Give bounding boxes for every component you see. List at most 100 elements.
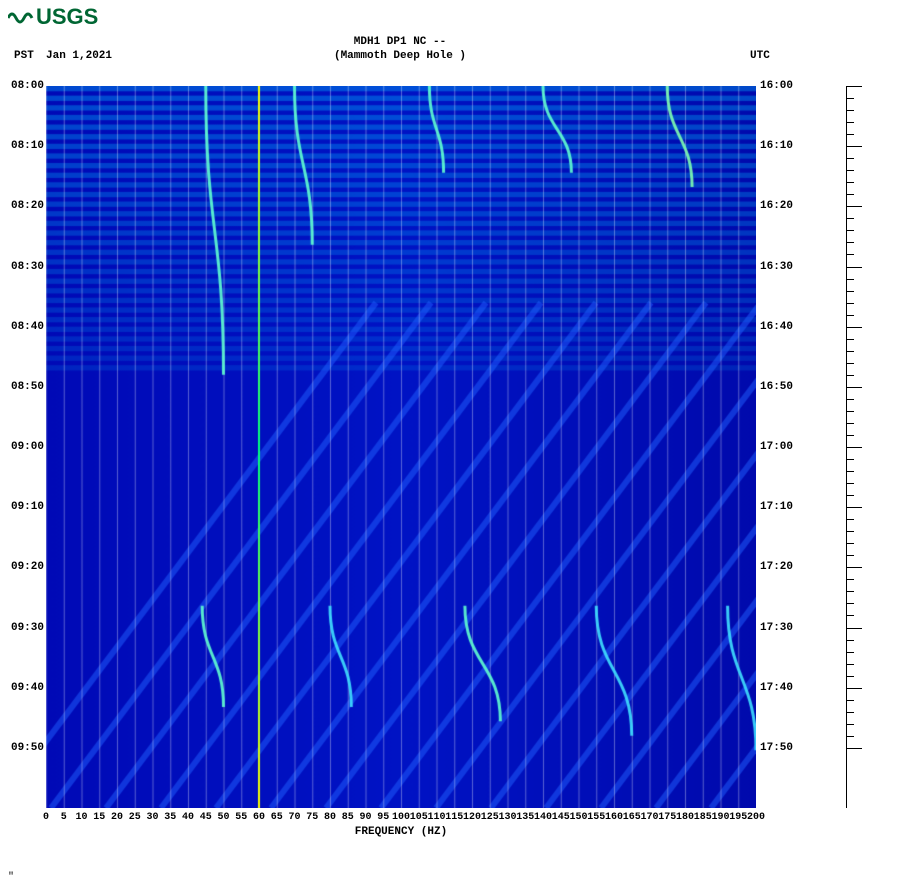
ruler-minor-tick (846, 579, 854, 580)
y-left-tick: 08:40 (11, 321, 44, 333)
ruler-minor-tick (846, 110, 854, 111)
ruler-major-tick (846, 447, 862, 448)
ruler-minor-tick (846, 640, 854, 641)
x-tick: 40 (182, 812, 194, 823)
ruler-minor-tick (846, 700, 854, 701)
x-tick: 170 (640, 812, 658, 823)
ruler-minor-tick (846, 315, 854, 316)
ruler-minor-tick (846, 254, 854, 255)
x-tick: 130 (498, 812, 516, 823)
ruler-minor-tick (846, 652, 854, 653)
y-right-tick: 16:50 (760, 381, 793, 393)
ruler-minor-tick (846, 399, 854, 400)
y-right-tick: 17:20 (760, 561, 793, 573)
x-tick: 85 (342, 812, 354, 823)
y-right-tick: 16:40 (760, 321, 793, 333)
ruler-major-tick (846, 146, 862, 147)
ruler-minor-tick (846, 615, 854, 616)
x-tick: 30 (146, 812, 158, 823)
ruler-minor-tick (846, 591, 854, 592)
ruler-minor-tick (846, 339, 854, 340)
ruler-minor-tick (846, 603, 854, 604)
ruler-minor-tick (846, 543, 854, 544)
x-tick: 120 (463, 812, 481, 823)
ruler-minor-tick (846, 423, 854, 424)
x-tick: 165 (623, 812, 641, 823)
logo-text: USGS (36, 4, 98, 30)
ruler-minor-tick (846, 351, 854, 352)
ruler-minor-tick (846, 122, 854, 123)
x-tick: 150 (569, 812, 587, 823)
x-tick: 65 (271, 812, 283, 823)
x-tick: 0 (43, 812, 49, 823)
y-right-tick: 17:30 (760, 622, 793, 634)
ruler-minor-tick (846, 724, 854, 725)
y-left-tick: 09:00 (11, 441, 44, 453)
ruler-minor-tick (846, 242, 854, 243)
usgs-logo: USGS (8, 4, 98, 30)
x-tick: 90 (359, 812, 371, 823)
title-line-1: MDH1 DP1 NC -- (0, 36, 800, 48)
x-tick: 190 (711, 812, 729, 823)
x-tick: 15 (93, 812, 105, 823)
y-right-tick: 17:00 (760, 441, 793, 453)
title-line-2: (Mammoth Deep Hole ) (0, 50, 800, 62)
ruler-minor-tick (846, 230, 854, 231)
x-tick: 110 (427, 812, 445, 823)
x-tick: 135 (516, 812, 534, 823)
header-date: Jan 1,2021 (46, 50, 112, 62)
timezone-left: PST (14, 50, 34, 62)
timezone-right: UTC (750, 50, 770, 62)
x-tick: 175 (658, 812, 676, 823)
ruler-minor-tick (846, 170, 854, 171)
x-axis-labels: 0510152025303540455055606570758085909510… (46, 812, 756, 826)
ruler-major-tick (846, 86, 862, 87)
x-tick: 20 (111, 812, 123, 823)
x-tick: 60 (253, 812, 265, 823)
x-tick: 5 (61, 812, 67, 823)
x-tick: 25 (129, 812, 141, 823)
x-tick: 195 (729, 812, 747, 823)
y-right-tick: 16:30 (760, 261, 793, 273)
y-right-tick: 17:50 (760, 742, 793, 754)
x-tick: 140 (534, 812, 552, 823)
ruler-minor-tick (846, 676, 854, 677)
y-left-tick: 09:50 (11, 742, 44, 754)
y-right-tick: 17:40 (760, 682, 793, 694)
ruler-minor-tick (846, 531, 854, 532)
ruler-minor-tick (846, 736, 854, 737)
y-axis-right-labels: 16:0016:1016:2016:3016:4016:5017:0017:10… (760, 86, 800, 808)
x-tick: 95 (377, 812, 389, 823)
y-left-tick: 08:00 (11, 80, 44, 92)
x-tick: 35 (164, 812, 176, 823)
y-right-tick: 16:00 (760, 80, 793, 92)
ruler-major-tick (846, 688, 862, 689)
ruler-minor-tick (846, 279, 854, 280)
ruler-minor-tick (846, 519, 854, 520)
ruler-minor-tick (846, 459, 854, 460)
x-tick: 145 (552, 812, 570, 823)
y-left-tick: 09:30 (11, 622, 44, 634)
x-tick: 180 (676, 812, 694, 823)
y-left-tick: 08:30 (11, 261, 44, 273)
y-left-tick: 09:40 (11, 682, 44, 694)
y-right-tick: 16:20 (760, 200, 793, 212)
ruler-minor-tick (846, 182, 854, 183)
ruler-major-tick (846, 748, 862, 749)
ruler-minor-tick (846, 664, 854, 665)
ruler-minor-tick (846, 555, 854, 556)
x-tick: 105 (410, 812, 428, 823)
y-right-tick: 16:10 (760, 140, 793, 152)
ruler-major-tick (846, 387, 862, 388)
y-left-tick: 08:10 (11, 140, 44, 152)
x-tick: 45 (200, 812, 212, 823)
ruler-minor-tick (846, 363, 854, 364)
y-axis-left-labels: 08:0008:1008:2008:3008:4008:5009:0009:10… (6, 86, 44, 808)
y-left-tick: 08:20 (11, 200, 44, 212)
x-tick: 70 (288, 812, 300, 823)
scale-ruler (846, 86, 876, 808)
x-tick: 155 (587, 812, 605, 823)
ruler-minor-tick (846, 375, 854, 376)
ruler-minor-tick (846, 435, 854, 436)
x-tick: 160 (605, 812, 623, 823)
